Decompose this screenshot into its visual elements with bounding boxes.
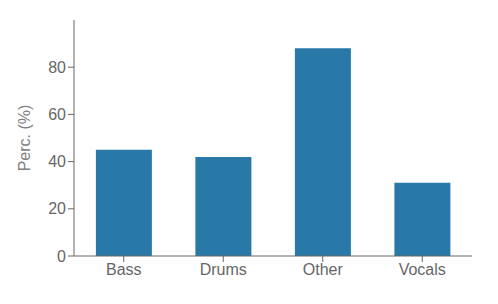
svg-text:40: 40 [48, 153, 66, 170]
svg-text:60: 60 [48, 106, 66, 123]
svg-text:Perc. (%): Perc. (%) [16, 105, 33, 172]
svg-text:Drums: Drums [200, 261, 247, 278]
svg-text:Bass: Bass [106, 261, 142, 278]
svg-text:Other: Other [303, 261, 344, 278]
svg-text:Vocals: Vocals [399, 261, 446, 278]
svg-text:20: 20 [48, 200, 66, 217]
svg-text:0: 0 [57, 248, 66, 265]
svg-text:80: 80 [48, 59, 66, 76]
